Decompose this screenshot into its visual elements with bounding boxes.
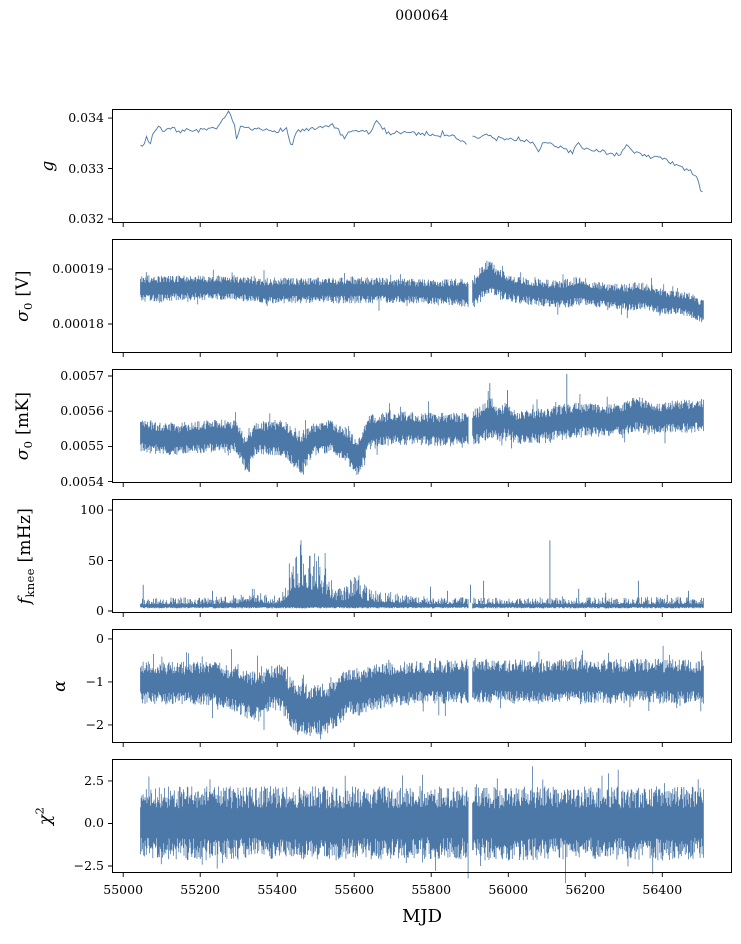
tick-marks — [108, 117, 663, 227]
y-tick-label: 50 — [88, 552, 104, 568]
chart-title: 000064 — [395, 8, 449, 24]
y-tick-label: 0 — [96, 602, 104, 618]
x-tick-label: 56200 — [565, 882, 606, 897]
x-tick-labels: 55000 55200 55400 55600 55800 56000 56200 56400 — [0, 882, 741, 900]
plot-area-sigma0-v — [108, 239, 732, 357]
x-tick-label: 55000 — [103, 882, 144, 897]
y-tick-label: 100 — [80, 502, 104, 518]
tick-marks — [108, 638, 663, 747]
panel-chi2: χ2 −2.5 0.0 2.5 — [0, 759, 741, 884]
panel-border — [112, 499, 732, 613]
panel-sigma0-mk: σ0 [mK] 0.0054 0.0055 0.0056 0.0057 — [0, 368, 741, 489]
x-axis-label: MJD — [401, 906, 443, 927]
series-g — [140, 110, 703, 193]
panel-fknee: fknee [mHz] 0 50 100 — [0, 499, 741, 618]
panel-border — [112, 629, 732, 743]
series-chi2 — [140, 766, 704, 884]
panel-border — [112, 109, 732, 223]
y-tick-label: 0.0055 — [60, 438, 104, 454]
plot-area-g — [108, 109, 732, 227]
y-tick-label: 0.0056 — [60, 403, 104, 419]
y-tick-label: −2 — [85, 716, 104, 732]
series-sigma0-mk — [140, 391, 704, 475]
x-tick-label: 56400 — [642, 882, 683, 897]
panel-g: g 0.032 0.033 0.034 — [0, 109, 741, 227]
x-tick-label: 55400 — [257, 882, 298, 897]
panel-alpha: α −2 −1 0 — [0, 629, 741, 747]
y-tick-label: 0.032 — [68, 210, 104, 226]
spikes-sigma0-mk — [249, 373, 568, 475]
x-tick-label: 55200 — [180, 882, 221, 897]
tick-marks — [108, 509, 663, 617]
tick-marks — [108, 375, 663, 487]
y-tick-label: 0.033 — [68, 160, 104, 176]
panel-border — [112, 239, 732, 353]
plot-area-chi2 — [108, 759, 732, 884]
series-fknee — [140, 540, 704, 609]
y-tick-label: 0 — [96, 630, 104, 646]
y-tick-label: 0.034 — [68, 110, 104, 126]
y-tick-label: 0.0054 — [60, 473, 104, 489]
spikes-fknee — [142, 540, 689, 603]
series-alpha — [140, 645, 704, 740]
x-tick-label: 55800 — [411, 882, 452, 897]
y-tick-label: 0.0057 — [60, 368, 104, 384]
plot-area-fknee — [108, 499, 732, 617]
y-tick-label: 0.00018 — [52, 315, 104, 331]
series-sigma0-v — [140, 260, 704, 323]
tick-marks — [108, 780, 663, 877]
y-axis-label-sigma0-v: σ0 [V] — [12, 270, 36, 322]
panel-border — [112, 759, 732, 873]
y-tick-label: −2.5 — [73, 858, 104, 874]
plot-area-sigma0-mk — [108, 369, 732, 487]
y-tick-label: 0.00019 — [52, 261, 104, 277]
plot-area-alpha — [108, 629, 732, 747]
panel-sigma0-v: σ0 [V] 0.00018 0.00019 — [0, 239, 741, 357]
x-tick-label: 55600 — [334, 882, 375, 897]
y-tick-label: 0.0 — [84, 815, 104, 831]
panel-border — [112, 369, 732, 483]
y-tick-label: −1 — [85, 673, 104, 689]
x-tick-label: 56000 — [488, 882, 529, 897]
y-tick-label: 2.5 — [84, 772, 104, 788]
tick-marks — [108, 268, 663, 357]
